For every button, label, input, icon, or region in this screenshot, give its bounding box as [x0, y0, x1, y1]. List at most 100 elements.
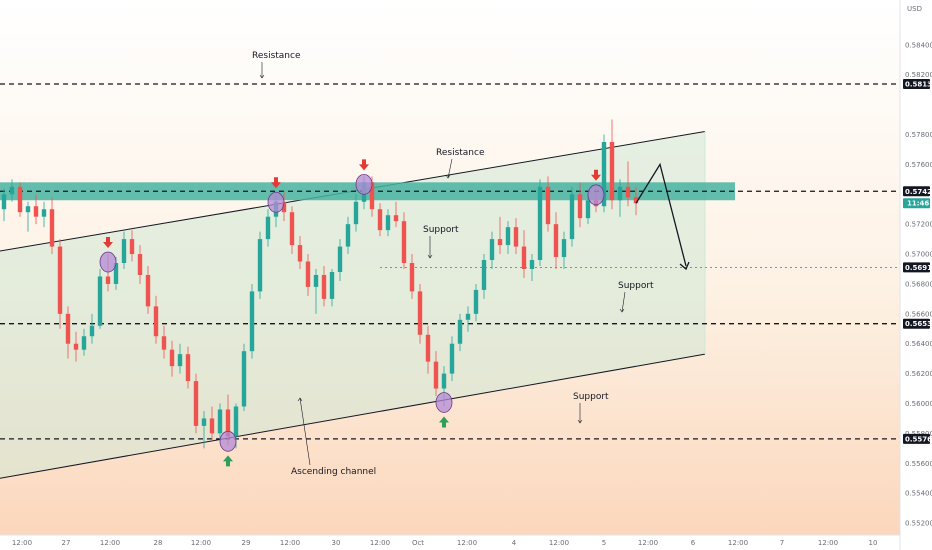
price-tag-bg: [903, 78, 930, 89]
candle: [201, 410, 207, 449]
candle: [161, 325, 167, 359]
candle: [625, 161, 631, 207]
arrow-down-icon: [359, 159, 369, 171]
candle: [321, 266, 327, 307]
pivot-low-marker[interactable]: [435, 392, 453, 413]
candle-body: [217, 409, 223, 434]
candle: [313, 268, 319, 314]
pivot-high-marker[interactable]: [99, 251, 117, 273]
projection-arrowhead-icon: [679, 261, 690, 271]
time-tick-label: 27: [62, 539, 71, 547]
projection-line[interactable]: [635, 162, 687, 267]
channel-lower-line[interactable]: [0, 353, 706, 479]
candle: [209, 406, 215, 441]
price-tag-label: 0.56911: [905, 264, 932, 272]
candle: [617, 179, 623, 217]
candle: [577, 182, 583, 228]
pivot-markers: [99, 159, 605, 467]
time-tick-label: Oct: [412, 539, 424, 547]
annotation-pointer: [621, 291, 626, 313]
time-tick-label: 12:00: [370, 539, 390, 547]
price-tag-label: 0.55763: [905, 435, 932, 443]
price-tick-label: 0.56400: [905, 340, 932, 348]
candle-body: [609, 141, 615, 201]
candle: [505, 221, 511, 255]
candle-body: [601, 141, 607, 207]
candle: [193, 373, 199, 434]
price-tag[interactable]: 0.56911: [903, 262, 932, 273]
arrow-up-icon: [439, 416, 449, 428]
candle: [377, 203, 383, 237]
candle-body: [633, 197, 639, 204]
candle-body: [497, 239, 503, 246]
candle: [81, 328, 87, 356]
price-tick-label: 0.56000: [905, 400, 932, 408]
price-tag-bg: [903, 318, 930, 329]
candle-body: [449, 343, 455, 374]
candle: [393, 201, 399, 228]
candles: [1, 119, 639, 449]
price-tick-label: 0.56600: [905, 310, 932, 318]
candle: [57, 239, 63, 329]
candle: [9, 179, 15, 202]
candle: [217, 403, 223, 441]
candle-body: [473, 289, 479, 314]
candle-body: [337, 246, 343, 272]
candle: [417, 283, 423, 344]
pivot-high-marker[interactable]: [267, 191, 285, 213]
candle: [1, 188, 7, 222]
time-tick-label: 12:00: [728, 539, 748, 547]
candle: [129, 230, 135, 262]
candle-body: [97, 276, 103, 326]
countdown-tag-bg: [903, 198, 930, 209]
candle: [49, 197, 55, 255]
price-axis: USD 0.58400 0.58200 0.57800 0.57600 0.57200 0.…: [903, 5, 932, 528]
price-tick-label: 0.56200: [905, 370, 932, 378]
time-tick-label: 12:00: [191, 539, 211, 547]
candle-body: [41, 209, 47, 217]
pointer-arrowhead-icon: [577, 419, 583, 424]
candle: [33, 194, 39, 225]
candle-body: [129, 239, 135, 255]
time-tick-label: 7: [780, 539, 784, 547]
time-tick-label: 10: [869, 539, 878, 547]
candle-body: [1, 194, 7, 210]
currency-label: USD: [907, 5, 922, 13]
countdown-label: 11:46: [907, 200, 929, 208]
candle: [185, 346, 191, 389]
candle: [289, 206, 295, 255]
candle-body: [585, 200, 591, 219]
pivot-low-marker[interactable]: [219, 430, 237, 452]
candle: [153, 295, 159, 344]
countdown-tag[interactable]: 11:46: [903, 198, 930, 209]
price-tag[interactable]: 0.58138: [903, 78, 932, 89]
time-tick-label: 12:00: [549, 539, 569, 547]
candle-body: [289, 212, 295, 246]
candle: [137, 245, 143, 284]
price-tag[interactable]: 0.55763: [903, 433, 932, 444]
candle: [305, 254, 311, 296]
candle-body: [353, 201, 359, 225]
candle: [585, 194, 591, 225]
price-tag[interactable]: 0.56534: [903, 318, 932, 329]
pivot-high-marker[interactable]: [587, 184, 605, 206]
candle: [633, 186, 639, 216]
pivot-high-marker[interactable]: [355, 173, 373, 195]
candle-body: [529, 260, 535, 269]
candle-body: [425, 334, 431, 362]
candle-body: [625, 186, 631, 198]
candle-body: [433, 361, 439, 389]
candle: [481, 254, 487, 299]
candle-body: [401, 221, 407, 264]
candle-body: [569, 194, 575, 240]
price-tick-label: 0.55800: [905, 430, 932, 438]
candle: [569, 186, 575, 247]
candle: [65, 306, 71, 359]
candle-body: [241, 351, 247, 407]
time-tick-label: 4: [512, 539, 517, 547]
projection-path: [635, 162, 690, 271]
candle-body: [177, 354, 183, 367]
